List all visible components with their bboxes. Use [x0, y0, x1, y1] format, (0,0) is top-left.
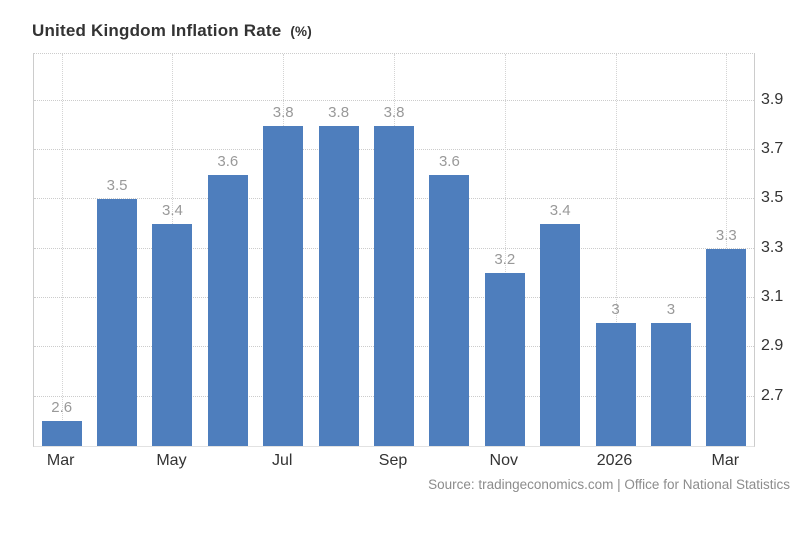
bar-value-label: 3.4 [162, 202, 183, 220]
source-credit: Source: tradingeconomics.com | Office fo… [428, 477, 790, 492]
bar-3.2[interactable] [484, 273, 525, 446]
bar-value-label: 3.5 [106, 177, 128, 195]
chart-title-unit-text: (%) [290, 24, 312, 39]
y-tick-label: 3.1 [761, 288, 784, 306]
y-tick-label: 3.5 [761, 189, 784, 207]
bar-value-label: 3.6 [438, 152, 460, 170]
gridline-vertical [504, 54, 506, 446]
y-tick-label: 3.7 [761, 140, 784, 158]
gridline-vertical [615, 54, 617, 446]
bar-3.8[interactable] [318, 125, 359, 446]
bar-3.5[interactable] [97, 199, 138, 446]
x-tick-label: Nov [489, 452, 518, 469]
bar-value-label: 3.6 [217, 152, 239, 170]
bar-value-label: 3.8 [272, 103, 294, 121]
bar-value-label: 3.3 [715, 226, 737, 244]
bar-value-label: 3.8 [383, 103, 405, 121]
bar-value-label: 3 [666, 300, 676, 318]
chart-title: United Kingdom Inflation Rate (%) [32, 21, 312, 41]
bar-2.6[interactable] [41, 421, 82, 446]
bar-value-label: 3.2 [494, 251, 516, 269]
bar-3.6[interactable] [429, 174, 470, 446]
x-tick-label: Mar [46, 452, 75, 469]
x-tick-label: Sep [378, 452, 408, 469]
gridline-vertical [61, 54, 63, 446]
bar-3[interactable] [595, 322, 636, 446]
y-tick-label: 3.3 [761, 238, 784, 256]
bar-3.4[interactable] [152, 224, 193, 446]
bar-3[interactable] [650, 322, 691, 446]
x-tick-label: May [156, 452, 187, 469]
bar-3.3[interactable] [706, 248, 747, 446]
x-tick-label: Jul [271, 452, 293, 469]
bar-3.8[interactable] [263, 125, 304, 446]
plot-area: 2.6 3.5 3.4 3.6 3.8 3.8 3.8 3.6 3.2 3.4 3 3 3.3 [33, 53, 755, 447]
bar-value-label: 3 [611, 300, 620, 318]
y-tick-label: 2.9 [761, 337, 784, 355]
bar-3.6[interactable] [207, 174, 248, 446]
bar-3.8[interactable] [374, 125, 414, 446]
y-tick-label: 3.9 [761, 90, 784, 108]
x-tick-label: 2026 [596, 452, 633, 469]
bar-3.4[interactable] [540, 224, 581, 446]
chart-title-text: United Kingdom Inflation Rate [32, 21, 282, 40]
y-tick-label: 2.7 [761, 386, 784, 404]
bar-value-label: 2.6 [51, 399, 73, 417]
bar-value-label: 3.8 [328, 103, 350, 121]
bar-value-label: 3.4 [549, 202, 571, 220]
x-tick-label: Mar [711, 452, 740, 469]
